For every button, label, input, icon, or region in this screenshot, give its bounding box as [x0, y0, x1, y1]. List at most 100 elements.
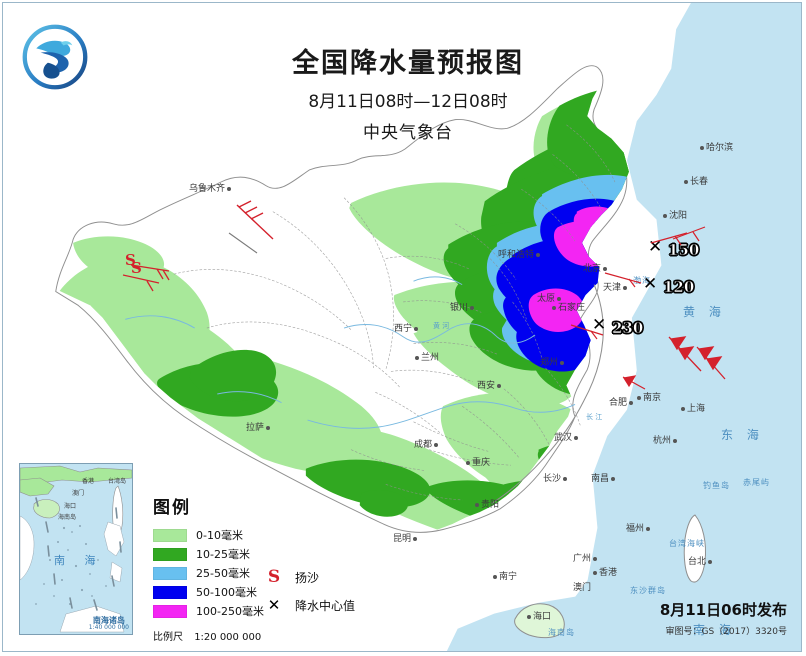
inset-place-label: 香港	[82, 478, 95, 485]
city-label: 海口	[527, 609, 551, 622]
city-name: 重庆	[472, 458, 491, 468]
city-name: 银川	[450, 303, 469, 313]
sea-label: 渤海	[633, 276, 651, 285]
city-name: 呼和浩特	[498, 250, 535, 260]
scale-bar: 比例尺 1:20 000 000	[153, 628, 264, 643]
sea-label: 南 海	[693, 623, 736, 637]
precip-center-icon: ✕	[592, 315, 607, 335]
city-label: 拉萨	[246, 420, 271, 433]
inset-place-label: 海口	[64, 503, 77, 510]
china-precipitation-map	[55, 65, 629, 533]
city-name: 台北	[688, 557, 707, 567]
legend-swatch	[153, 585, 187, 599]
city-marker-dot	[700, 145, 704, 150]
river-label: 长 江	[586, 413, 603, 421]
wind-barb-xinjiang-2	[228, 232, 258, 254]
hainan-island	[514, 603, 565, 639]
city-name: 哈尔滨	[706, 143, 734, 153]
sea-label: 黄 海	[683, 305, 726, 319]
city-name: 西安	[477, 381, 496, 391]
city-label: 杭州	[653, 433, 678, 446]
precip-center-value: 150	[668, 241, 700, 259]
inset-scale-value: 1:40 000 000	[88, 624, 129, 632]
city-label: 哈尔滨	[700, 140, 733, 153]
city-label: 贵阳	[475, 497, 499, 510]
forecast-period: 8月11日08时—12日08时	[308, 92, 508, 112]
city-label: 郑州	[540, 355, 565, 368]
city-marker-dot	[629, 400, 634, 405]
city-label: 台北	[688, 554, 713, 567]
wind-barb-bohai	[604, 272, 642, 288]
legend-item-label: 100-250毫米	[196, 605, 264, 618]
sea-label: 东沙群岛	[630, 586, 666, 595]
legend-symbol-label: 降水中心值	[295, 598, 356, 613]
city-label: 长沙	[543, 471, 568, 484]
city-marker-dot	[536, 252, 541, 257]
wind-barb-jiangsu	[622, 375, 646, 390]
legend-swatch	[153, 604, 187, 618]
city-name: 北京	[583, 264, 602, 274]
city-marker-dot	[415, 355, 419, 360]
city-label: 呼和浩特	[498, 247, 541, 260]
wind-barb-west	[130, 264, 170, 281]
rivers	[125, 276, 576, 429]
city-label: 合肥	[609, 395, 634, 408]
city-marker-dot	[527, 614, 531, 619]
sea-label: 海南岛	[548, 628, 575, 637]
city-name: 上海	[687, 404, 706, 414]
legend-item: 0-10毫米	[153, 526, 264, 544]
city-name: 沈阳	[669, 211, 688, 221]
precip-center-icon: ✕	[643, 274, 658, 294]
city-label: 西宁	[394, 321, 419, 334]
city-label: 兰州	[415, 350, 439, 363]
city-label: 福州	[626, 521, 651, 534]
city-marker-dot	[623, 285, 628, 290]
city-name: 西宁	[394, 324, 413, 334]
wind-barb-west-2	[122, 274, 160, 292]
legend-symbols: S 扬沙 ✕ 降水中心值	[261, 565, 355, 621]
legend-item: 10-25毫米	[153, 545, 264, 563]
city-name: 拉萨	[246, 423, 265, 433]
taiwan-island	[683, 514, 706, 583]
scale-value: 1:20 000 000	[194, 632, 262, 643]
city-label: 成都	[414, 437, 439, 450]
city-label: 西安	[477, 378, 502, 391]
coastline	[491, 284, 604, 504]
legend-swatch	[153, 566, 187, 580]
city-marker-dot	[593, 570, 597, 575]
wind-barb-xinjiang	[236, 200, 274, 240]
city-label: 银川	[450, 300, 475, 313]
city-name: 武汉	[554, 433, 573, 443]
city-marker-dot	[663, 213, 667, 218]
city-marker-dot	[227, 186, 232, 191]
wind-barb-yellow-sea-2	[696, 346, 726, 380]
city-label: 广州	[573, 551, 598, 564]
city-marker-dot	[611, 476, 616, 481]
wind-barb-liaoning-2	[672, 226, 706, 242]
city-name: 广州	[573, 554, 592, 564]
inset-sea-label: 南 海	[54, 554, 104, 567]
city-name: 香港	[599, 568, 618, 578]
legend-item-label: 50-100毫米	[196, 586, 257, 599]
city-name: 兰州	[421, 353, 440, 363]
city-label: 天津	[603, 280, 628, 293]
inset-scale: 南海诸岛 1:40 000 000	[88, 616, 129, 632]
city-marker-dot	[413, 536, 418, 541]
city-name: 海口	[533, 612, 552, 622]
city-marker-dot	[637, 395, 641, 400]
map-license-number: 审图号：GS（2017）3320号	[665, 627, 788, 637]
legend-swatch	[153, 547, 187, 561]
city-label: 南昌	[591, 471, 616, 484]
legend-item: 50-100毫米	[153, 583, 264, 601]
legend-title: 图例	[153, 498, 191, 518]
river-label: 黄 河	[433, 322, 450, 330]
city-label: 长春	[684, 174, 708, 187]
sea-label: 钓鱼岛	[703, 481, 730, 490]
city-marker-dot	[646, 526, 651, 531]
city-name: 昆明	[393, 534, 412, 544]
inset-place-label: 海南岛	[58, 514, 77, 521]
inset-place-label: 澳门	[72, 490, 85, 497]
city-name: 太原	[537, 294, 556, 304]
city-name: 福州	[626, 524, 645, 534]
